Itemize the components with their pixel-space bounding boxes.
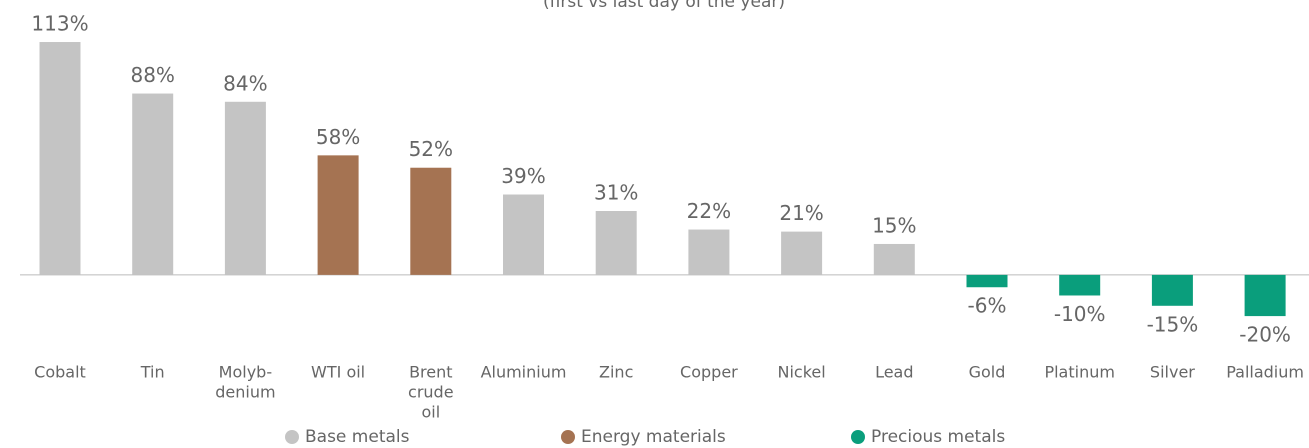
legend-label: Base metals [305,427,410,447]
data-label: 31% [594,180,638,204]
x-tick-label: Cobalt [34,363,86,382]
data-label: 84% [223,71,267,95]
x-tick-label: Silver [1150,363,1195,382]
x-tick-label: Lead [875,363,913,382]
x-tick-label: Molyb- [219,363,272,382]
data-label: 39% [501,164,545,188]
bar [1151,274,1193,306]
legend-swatch [561,430,575,444]
x-tick-label: crude [408,383,454,402]
bar [410,167,452,275]
x-tick-label: Copper [680,363,738,382]
chart-subtitle: (first vs last day of the year) [543,0,785,12]
x-tick-label: Nickel [777,363,825,382]
bar [503,194,544,275]
bar [132,93,174,275]
x-tick-label: Brent [409,363,452,382]
bar [873,243,915,275]
x-tick-label: WTI oil [311,363,365,382]
bar [1244,274,1286,317]
x-tick-label: Palladium [1226,363,1304,382]
bar [1059,274,1101,296]
x-tick-label: Zinc [599,363,633,382]
bar [595,210,637,275]
bar [688,229,730,275]
bar [224,101,266,275]
data-label: -15% [1147,312,1199,336]
x-tick-label: denium [215,383,275,402]
data-label: -6% [968,294,1007,318]
legend-swatch [851,430,865,444]
data-label: 22% [687,199,731,223]
x-tick-label: Tin [140,363,165,382]
legend-label: Precious metals [871,427,1005,447]
bar [39,42,81,275]
x-tick-label: Aluminium [481,363,567,382]
data-label: 52% [409,137,453,161]
bar [966,274,1008,288]
data-label: 21% [779,201,823,225]
x-tick-label: Gold [969,363,1006,382]
data-label: -20% [1239,323,1291,347]
x-tick-label: Platinum [1044,363,1114,382]
data-label: 58% [316,125,360,149]
legend-label: Energy materials [581,427,726,447]
data-label: -10% [1054,302,1106,326]
data-label: 113% [31,12,88,36]
bar [781,231,823,275]
data-label: 88% [130,63,174,87]
legend-swatch [285,430,299,444]
x-tick-label: oil [421,403,440,422]
data-label: 15% [872,213,916,237]
bar [317,155,359,275]
